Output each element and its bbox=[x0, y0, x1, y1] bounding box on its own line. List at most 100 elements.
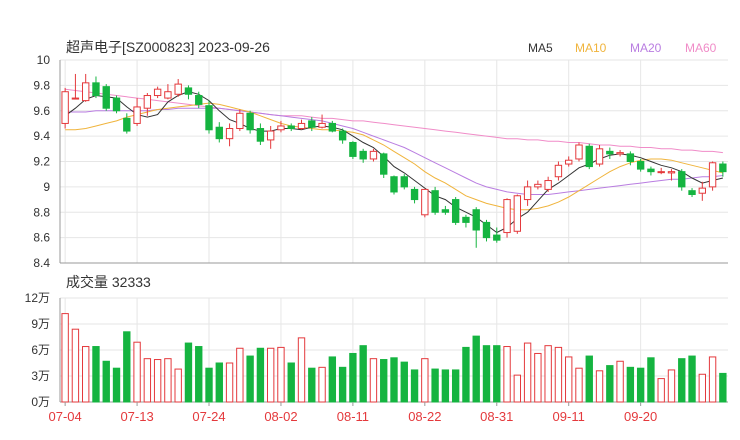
volume-bar bbox=[82, 346, 90, 403]
candle-body bbox=[287, 125, 295, 130]
volume-bar bbox=[575, 367, 583, 403]
candle-body bbox=[318, 122, 326, 128]
volume-tick-label: 9万 bbox=[31, 317, 50, 331]
volume-tick-label: 0万 bbox=[31, 395, 50, 409]
candle-body bbox=[431, 190, 439, 213]
date-tick-label: 08-11 bbox=[337, 409, 369, 424]
candle-body bbox=[359, 150, 367, 160]
volume-bar bbox=[133, 341, 141, 403]
volume-bar bbox=[349, 352, 357, 403]
price-tick-label: 9.6 bbox=[33, 104, 50, 118]
ma5-line bbox=[64, 91, 724, 234]
candle bbox=[482, 219, 491, 242]
ma-legend: MA5 MA10 MA20 MA60 bbox=[528, 41, 717, 55]
legend-ma20: MA20 bbox=[630, 41, 662, 55]
candle bbox=[71, 73, 80, 100]
volume-title: 成交量 32333 bbox=[66, 274, 151, 290]
candle bbox=[123, 113, 131, 134]
candle-body bbox=[626, 153, 635, 162]
candle-body bbox=[92, 82, 100, 97]
volume-bar bbox=[61, 313, 69, 403]
candle bbox=[421, 188, 429, 218]
date-tick-label: 08-02 bbox=[264, 409, 297, 424]
candle bbox=[205, 100, 213, 134]
volume-bar bbox=[236, 347, 244, 403]
candle-body bbox=[123, 117, 131, 132]
ma20-line bbox=[65, 107, 723, 195]
price-tick-label: 9.8 bbox=[33, 78, 50, 92]
candle bbox=[626, 151, 635, 166]
candle-body bbox=[297, 122, 306, 130]
volume-bar bbox=[657, 378, 665, 403]
volume-bar bbox=[503, 346, 511, 403]
candle-body bbox=[565, 159, 573, 165]
ma10-line bbox=[65, 102, 724, 211]
candle bbox=[277, 120, 285, 133]
candle bbox=[647, 166, 655, 176]
candle bbox=[719, 161, 727, 177]
candle-body bbox=[554, 164, 563, 178]
legend-ma10: MA10 bbox=[575, 41, 607, 55]
volume-bar bbox=[112, 367, 121, 403]
candle bbox=[359, 148, 367, 163]
candle-body bbox=[575, 144, 583, 160]
candle bbox=[523, 180, 532, 206]
candle-body bbox=[277, 125, 285, 131]
volume-bar bbox=[277, 346, 285, 403]
volume-bar bbox=[719, 372, 727, 403]
candle bbox=[503, 198, 511, 238]
candle-body bbox=[636, 161, 645, 170]
date-tick-label: 08-31 bbox=[480, 409, 513, 424]
candle-body bbox=[328, 122, 337, 132]
volume-bar bbox=[184, 342, 193, 403]
volume-bar bbox=[256, 347, 265, 403]
volume-tick-label: 12万 bbox=[25, 291, 50, 305]
volume-bar bbox=[667, 369, 676, 403]
candle bbox=[92, 76, 100, 99]
candle-body bbox=[195, 95, 203, 105]
candle bbox=[246, 110, 254, 134]
candle bbox=[400, 174, 408, 190]
volume-bar bbox=[462, 346, 470, 403]
candle bbox=[451, 197, 460, 225]
volume-bar bbox=[153, 359, 162, 403]
candle-body bbox=[698, 187, 706, 194]
candle-body bbox=[112, 97, 121, 112]
candle-body bbox=[544, 180, 552, 190]
volume-bar bbox=[328, 356, 337, 403]
candle bbox=[678, 169, 686, 191]
volume-bar bbox=[318, 366, 326, 403]
candle-body bbox=[657, 171, 665, 174]
volume-bars bbox=[61, 313, 727, 403]
volume-bar bbox=[421, 358, 429, 403]
ma60-line bbox=[65, 88, 723, 154]
candle bbox=[410, 186, 419, 204]
candle bbox=[143, 92, 152, 116]
candle-body bbox=[246, 112, 254, 131]
candle-body bbox=[102, 86, 110, 109]
volume-bar bbox=[708, 356, 717, 403]
candle-body bbox=[647, 168, 655, 173]
candle bbox=[493, 227, 501, 243]
candle bbox=[390, 175, 398, 195]
candle bbox=[297, 119, 306, 130]
candle-body bbox=[174, 83, 182, 95]
candle bbox=[338, 128, 347, 144]
price-tick-label: 9 bbox=[43, 180, 50, 194]
candle-body bbox=[688, 190, 696, 195]
price-y-axis: 10 9.8 9.6 9.4 9.2 9 8.8 8.6 8.4 bbox=[33, 53, 728, 270]
candle bbox=[657, 167, 665, 175]
price-tick-label: 8.4 bbox=[33, 256, 50, 270]
candle bbox=[82, 73, 90, 102]
candle-body bbox=[380, 153, 388, 175]
candle bbox=[636, 158, 645, 172]
candle-body bbox=[595, 148, 604, 165]
candle bbox=[462, 214, 470, 228]
volume-bar bbox=[246, 355, 254, 403]
date-tick-label: 08-22 bbox=[408, 409, 441, 424]
volume-bar bbox=[513, 374, 522, 403]
volume-bar bbox=[698, 373, 706, 403]
volume-bar bbox=[626, 366, 635, 403]
candle-body bbox=[225, 128, 234, 140]
candle-body bbox=[266, 130, 275, 141]
